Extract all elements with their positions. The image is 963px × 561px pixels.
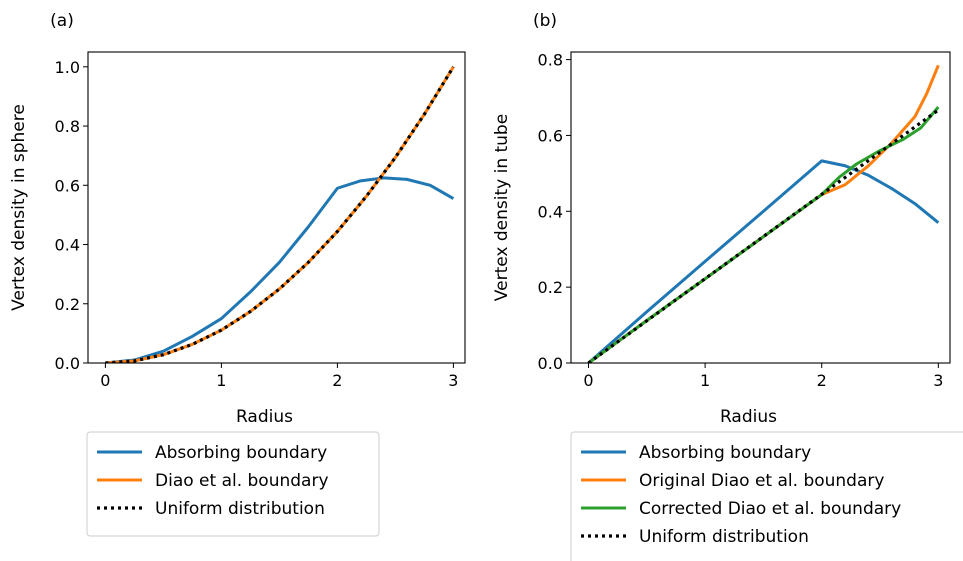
series-line-1 <box>587 159 940 363</box>
series-line-2 <box>105 66 455 363</box>
x-tick-label: 3 <box>933 371 943 390</box>
y-tick-label: 0.8 <box>538 51 563 70</box>
legend: Absorbing boundary Original Diao et al. b… <box>570 431 963 561</box>
x-tick-label: 0 <box>100 371 110 390</box>
legend-box <box>86 431 380 537</box>
y-tick-label: 0.2 <box>538 278 563 297</box>
y-tick-label: 0.0 <box>538 354 563 373</box>
legend-box <box>570 431 963 561</box>
y-tick-label: 0.2 <box>55 295 80 314</box>
x-axis-label: Radius <box>720 407 777 427</box>
legend-entry: Absorbing boundary <box>639 443 811 463</box>
y-tick-label: 1.0 <box>55 58 80 77</box>
y-tick-label: 0.8 <box>55 117 80 136</box>
x-axis-label: Radius <box>236 407 293 427</box>
y-axis-label: Vertex density in sphere <box>9 104 29 311</box>
panel-label: (a) <box>50 11 74 31</box>
chart-panel-1: (a) 0 1 2 3 0.0 0.2 0.4 0.6 0.8 1.0 Radius Vertex de… <box>9 11 466 537</box>
x-tick-label: 2 <box>817 371 827 390</box>
y-tick-label: 0.6 <box>538 126 563 145</box>
axes-frame <box>570 51 951 364</box>
series-line-4 <box>587 108 940 363</box>
y-tick-label: 0.4 <box>538 202 563 221</box>
legend-entry: Uniform distribution <box>639 527 809 547</box>
x-tick-label: 1 <box>216 371 226 390</box>
legend-entry: Absorbing boundary <box>155 443 327 463</box>
axes-frame <box>87 51 466 364</box>
legend-entry: Uniform distribution <box>155 499 325 519</box>
x-tick-label: 1 <box>700 371 710 390</box>
x-tick-label: 3 <box>448 371 458 390</box>
panel-label: (b) <box>533 11 557 31</box>
x-tick-label: 0 <box>583 371 593 390</box>
x-tick-label: 2 <box>332 371 342 390</box>
legend: Absorbing boundary Diao et al. boundary Un… <box>86 431 380 537</box>
legend-entry: Diao et al. boundary <box>155 471 329 491</box>
y-tick-label: 0.0 <box>55 354 80 373</box>
legend-entry: Corrected Diao et al. boundary <box>639 499 901 519</box>
legend-entry: Original Diao et al. boundary <box>639 471 884 491</box>
y-tick-label: 0.4 <box>55 236 80 255</box>
series-line-1 <box>105 176 455 363</box>
y-tick-label: 0.6 <box>55 176 80 195</box>
chart-panel-2: (b) 0 1 2 3 0.0 0.2 0.4 0.6 0.8 Radius Vertex densi… <box>492 11 963 561</box>
y-axis-label: Vertex density in tube <box>492 114 512 301</box>
series-line-3 <box>105 65 455 363</box>
